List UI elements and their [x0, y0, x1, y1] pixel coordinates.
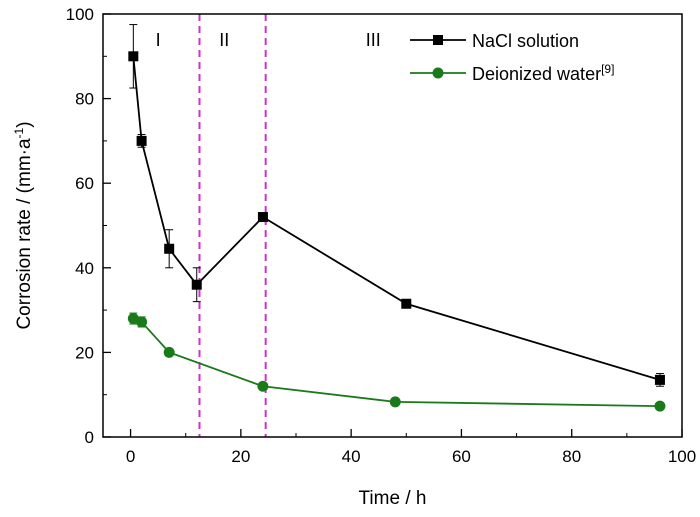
data-point-square [136, 135, 147, 146]
series-0 [128, 24, 665, 387]
x-tick-label: 100 [668, 447, 696, 466]
y-tick-label: 100 [66, 5, 94, 24]
region-label-ii: II [219, 30, 229, 50]
y-tick-label: 20 [75, 343, 94, 362]
series-line [132, 56, 661, 381]
data-point-circle [389, 396, 401, 408]
legend-marker-square [433, 35, 443, 45]
data-point-circle [257, 380, 269, 392]
data-point-square [191, 279, 202, 290]
y-tick-label: 80 [75, 90, 94, 109]
x-tick-label: 60 [452, 447, 471, 466]
series-1 [127, 312, 666, 412]
data-point-circle [127, 313, 139, 325]
data-point-square [164, 243, 175, 254]
data-point-square [257, 212, 268, 223]
legend-label: NaCl solution [472, 31, 579, 51]
x-tick-label: 40 [342, 447, 361, 466]
data-point-circle [136, 316, 148, 328]
data-point-square [401, 298, 412, 309]
legend: NaCl solution Deionized water[9] [410, 31, 614, 84]
region-label-i: I [156, 30, 161, 50]
region-labels: I II III [156, 30, 381, 50]
data-point-circle [654, 400, 666, 412]
data-point-square [128, 51, 139, 62]
series-layer [127, 24, 666, 412]
series-line [132, 317, 660, 408]
x-tick-label: 20 [231, 447, 250, 466]
phase-lines [198, 14, 267, 437]
y-tick-label: 40 [75, 259, 94, 278]
x-tick-label: 80 [562, 447, 581, 466]
data-point-square [654, 374, 665, 385]
x-tick-label: 0 [126, 447, 135, 466]
y-axis-title: Corrosion rate / (mm·a-1) [12, 121, 35, 329]
x-axis-title: Time / h [359, 488, 427, 509]
legend-marker-circle [432, 67, 444, 79]
region-label-iii: III [366, 30, 381, 50]
data-point-circle [163, 346, 175, 358]
y-tick-label: 0 [85, 428, 94, 447]
axis-ticks: 0 20 40 60 80 100 0 20 40 60 80 100 [66, 5, 697, 466]
legend-label: Deionized water[9] [472, 62, 614, 84]
y-tick-label: 60 [75, 174, 94, 193]
